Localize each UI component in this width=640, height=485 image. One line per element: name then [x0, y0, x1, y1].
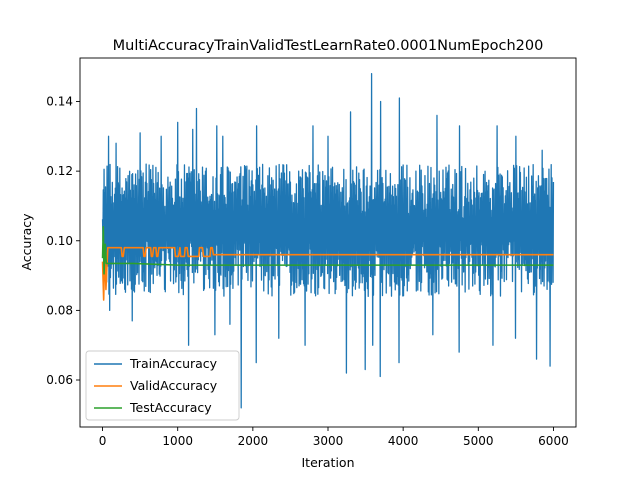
y-axis: 0.06 0.08 0.10 0.12 0.14	[46, 95, 80, 387]
x-axis: 0 1000 2000 3000 4000 5000 6000	[99, 427, 569, 448]
x-tick-label: 3000	[313, 434, 344, 448]
y-tick-label: 0.08	[46, 303, 73, 317]
chart-title: MultiAccuracyTrainValidTestLearnRate0.00…	[113, 38, 544, 54]
y-tick-label: 0.06	[46, 373, 73, 387]
series-line-valid	[101, 246, 554, 301]
x-tick-label: 2000	[238, 434, 269, 448]
x-tick-label: 5000	[463, 434, 494, 448]
y-tick-label: 0.10	[46, 234, 73, 248]
legend-box	[85, 350, 240, 421]
x-tick-label: 6000	[538, 434, 569, 448]
series-line-train	[101, 73, 555, 409]
y-tick-label: 0.12	[46, 164, 73, 178]
x-tick-label: 1000	[162, 434, 193, 448]
x-tick-label: 0	[99, 434, 107, 448]
x-tick-label: 4000	[388, 434, 419, 448]
legend-label-train: TrainAccuracy	[129, 356, 218, 371]
y-axis-label: Accuracy	[19, 213, 34, 271]
series-line-test	[101, 226, 554, 275]
y-tick-label: 0.14	[46, 95, 73, 109]
series-layer	[101, 73, 555, 409]
legend-label-valid: ValidAccuracy	[130, 378, 218, 393]
legend: TrainAccuracy ValidAccuracy TestAccuracy	[85, 350, 240, 421]
x-axis-label: Iteration	[301, 455, 354, 470]
legend-label-test: TestAccuracy	[129, 400, 212, 415]
